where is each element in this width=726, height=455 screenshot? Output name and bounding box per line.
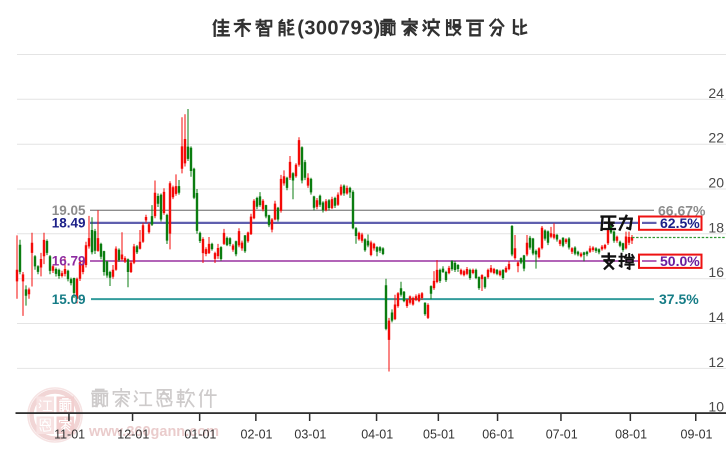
svg-text:62.5%: 62.5% xyxy=(660,215,700,231)
svg-text:10: 10 xyxy=(708,399,724,415)
svg-text:03-01: 03-01 xyxy=(294,428,326,442)
svg-text:07-01: 07-01 xyxy=(546,428,578,442)
svg-text:14: 14 xyxy=(708,309,724,325)
svg-text:09-01: 09-01 xyxy=(681,428,713,442)
svg-text:02-01: 02-01 xyxy=(241,428,273,442)
svg-text:15.09: 15.09 xyxy=(52,292,86,307)
svg-text:12: 12 xyxy=(708,354,724,370)
svg-text:16: 16 xyxy=(708,264,724,280)
svg-text:18.49: 18.49 xyxy=(52,216,86,231)
svg-text:18: 18 xyxy=(708,219,724,235)
svg-text:20: 20 xyxy=(708,175,724,191)
svg-text:16.79: 16.79 xyxy=(52,254,86,269)
svg-text:12-01: 12-01 xyxy=(117,428,149,442)
svg-text:50.0%: 50.0% xyxy=(660,253,700,269)
svg-text:11-01: 11-01 xyxy=(54,428,85,442)
svg-text:24: 24 xyxy=(708,85,724,101)
svg-text:06-01: 06-01 xyxy=(482,428,514,442)
svg-text:01-01: 01-01 xyxy=(184,428,216,442)
svg-text:05-01: 05-01 xyxy=(423,428,455,442)
svg-text:08-01: 08-01 xyxy=(615,428,647,442)
svg-text:22: 22 xyxy=(708,130,724,146)
svg-text:04-01: 04-01 xyxy=(361,428,393,442)
svg-text:37.5%: 37.5% xyxy=(659,291,699,307)
svg-text:(300793): (300793) xyxy=(297,18,380,40)
